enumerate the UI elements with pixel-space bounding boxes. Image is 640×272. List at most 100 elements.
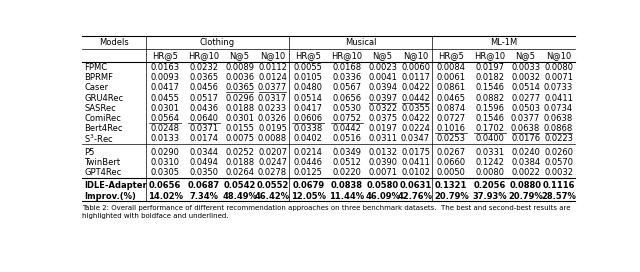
Text: 0.0365: 0.0365 [189,73,218,82]
Text: 0.0195: 0.0195 [258,124,287,133]
Text: 11.44%: 11.44% [330,192,364,201]
Text: 0.0060: 0.0060 [401,63,430,72]
Text: 20.79%: 20.79% [434,192,468,201]
Text: ComiRec: ComiRec [84,114,122,123]
Text: 0.1242: 0.1242 [476,158,504,167]
Text: 0.0071: 0.0071 [368,168,397,177]
Text: 0.0752: 0.0752 [332,114,362,123]
Text: 0.0220: 0.0220 [332,168,362,177]
Text: HR@10: HR@10 [332,51,362,60]
Text: 0.0516: 0.0516 [332,134,362,143]
Text: 0.0422: 0.0422 [401,84,430,92]
Text: 0.0084: 0.0084 [436,63,466,72]
Text: 0.0456: 0.0456 [189,84,218,92]
Text: 0.0687: 0.0687 [188,181,220,190]
Text: 0.0168: 0.0168 [332,63,362,72]
Text: 0.0301: 0.0301 [225,114,254,123]
Text: 0.0606: 0.0606 [294,114,323,123]
Text: 0.0105: 0.0105 [294,73,323,82]
Text: GPT4Rec: GPT4Rec [84,168,122,177]
Text: HR@10: HR@10 [188,51,220,60]
Text: 0.0071: 0.0071 [544,73,573,82]
Text: 0.0176: 0.0176 [511,134,540,143]
Text: 0.0417: 0.0417 [294,104,323,113]
Text: 0.0260: 0.0260 [544,148,573,157]
Text: 0.0880: 0.0880 [509,181,541,190]
Text: 0.0075: 0.0075 [225,134,254,143]
Text: 0.0638: 0.0638 [544,114,573,123]
Text: 0.0838: 0.0838 [331,181,363,190]
Text: N@10: N@10 [403,51,428,60]
Text: 0.0032: 0.0032 [544,168,573,177]
Text: HR@5: HR@5 [152,51,178,60]
Text: 0.0317: 0.0317 [258,94,287,103]
Text: N@5: N@5 [516,51,536,60]
Text: 0.0517: 0.0517 [189,94,218,103]
Text: 0.0530: 0.0530 [332,104,362,113]
Text: 0.0656: 0.0656 [149,181,182,190]
Text: 0.0390: 0.0390 [368,158,397,167]
Text: 0.0397: 0.0397 [368,94,397,103]
Text: 0.0480: 0.0480 [294,84,323,92]
Text: SASRec: SASRec [84,104,116,113]
Text: 7.34%: 7.34% [189,192,218,201]
Text: 0.0733: 0.0733 [544,84,573,92]
Text: 0.0631: 0.0631 [399,181,431,190]
Text: 0.0310: 0.0310 [151,158,180,167]
Text: 0.0253: 0.0253 [436,134,466,143]
Text: 0.0640: 0.0640 [189,114,218,123]
Text: 0.0088: 0.0088 [258,134,287,143]
Text: 0.0248: 0.0248 [151,124,180,133]
Text: 0.1016: 0.1016 [436,124,466,133]
Text: 0.1321: 0.1321 [435,181,467,190]
Text: 0.0163: 0.0163 [150,63,180,72]
Text: 0.0436: 0.0436 [189,104,218,113]
Text: 0.0552: 0.0552 [257,181,289,190]
Text: 0.0174: 0.0174 [189,134,218,143]
Text: 0.0112: 0.0112 [258,63,287,72]
Text: S$^3$-Rec: S$^3$-Rec [84,133,114,145]
Text: IDLE-Adapter: IDLE-Adapter [84,181,147,190]
Text: 0.0377: 0.0377 [258,84,287,92]
Text: 0.0861: 0.0861 [436,84,466,92]
Text: HR@5: HR@5 [295,51,321,60]
Text: 0.0874: 0.0874 [436,104,466,113]
Text: 0.0305: 0.0305 [151,168,180,177]
Text: 0.0224: 0.0224 [401,124,430,133]
Text: N@5: N@5 [230,51,250,60]
Text: 28.57%: 28.57% [541,192,576,201]
Text: 0.0347: 0.0347 [401,134,430,143]
Text: 0.0247: 0.0247 [258,158,287,167]
Text: 0.0868: 0.0868 [544,124,573,133]
Text: 0.0197: 0.0197 [476,63,504,72]
Text: 0.2056: 0.2056 [474,181,506,190]
Text: 0.0882: 0.0882 [476,94,504,103]
Text: 0.1702: 0.1702 [476,124,504,133]
Text: 0.0102: 0.0102 [401,168,430,177]
Text: 0.0377: 0.0377 [511,114,540,123]
Text: Bert4Rec: Bert4Rec [84,124,123,133]
Text: 0.0660: 0.0660 [436,158,466,167]
Text: HR@10: HR@10 [474,51,506,60]
Text: 0.0117: 0.0117 [401,73,430,82]
Text: Musical: Musical [345,38,376,47]
Text: P5: P5 [84,148,95,157]
Text: Improv.(%): Improv.(%) [84,192,136,201]
Text: 0.0567: 0.0567 [332,84,362,92]
Text: 0.0197: 0.0197 [368,124,397,133]
Text: 46.09%: 46.09% [365,192,400,201]
Text: 0.0375: 0.0375 [368,114,397,123]
Text: 0.0277: 0.0277 [511,94,540,103]
Text: 0.0093: 0.0093 [151,73,180,82]
Text: 0.0638: 0.0638 [511,124,540,133]
Text: 0.0264: 0.0264 [225,168,254,177]
Text: 0.0207: 0.0207 [258,148,287,157]
Text: 0.0564: 0.0564 [151,114,180,123]
Text: 0.0041: 0.0041 [368,73,397,82]
Text: 0.0384: 0.0384 [511,158,540,167]
Text: 0.0132: 0.0132 [368,148,397,157]
Text: 0.0514: 0.0514 [511,84,540,92]
Text: 0.0175: 0.0175 [401,148,430,157]
Text: 0.0400: 0.0400 [476,134,504,143]
Text: 0.0182: 0.0182 [476,73,504,82]
